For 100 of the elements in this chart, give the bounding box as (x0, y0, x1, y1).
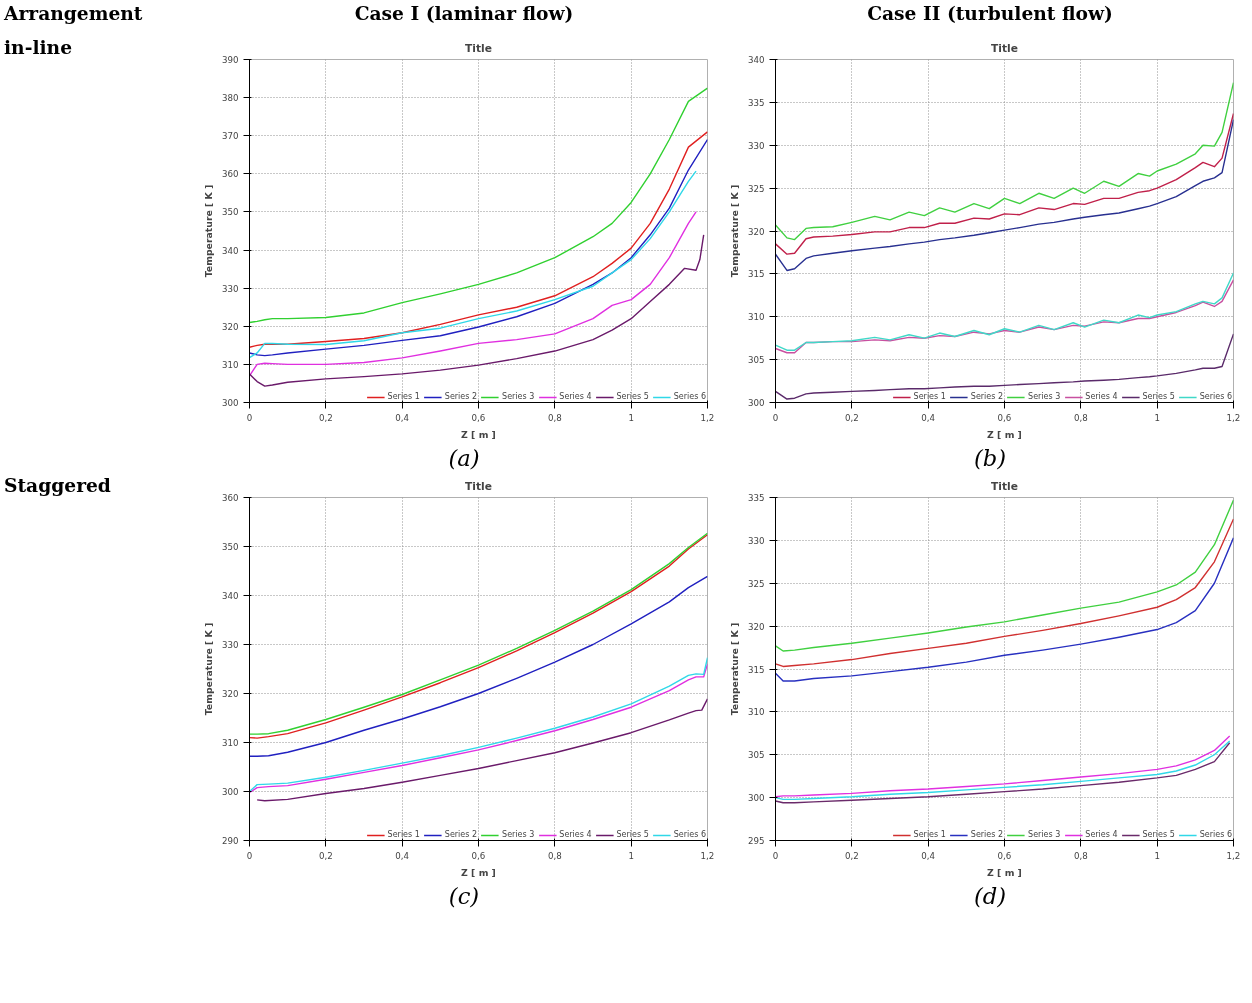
x-tick-label: 0 (246, 412, 253, 423)
legend-label: Series 4 (559, 392, 592, 401)
text: Arrangement (4, 1, 143, 26)
x-axis-title: Z [ m ] (987, 428, 1022, 440)
x-tick-label: 1,2 (700, 412, 715, 423)
x-tick-label: 0,6 (997, 850, 1012, 861)
x-axis-title: Z [ m ] (461, 428, 496, 440)
legend-label: Series 2 (444, 392, 478, 401)
y-tick-label: 335 (747, 97, 765, 108)
line-series (249, 170, 697, 359)
y-tick-label: 360 (221, 169, 239, 180)
y-tick-label: 380 (221, 93, 239, 104)
y-axis-title: Temperature [ K ] (202, 184, 214, 278)
line-series (249, 575, 708, 757)
legend-label: Series 5 (1142, 392, 1175, 401)
y-tick-label: 325 (747, 578, 765, 589)
y-tick-label: 370 (221, 131, 239, 142)
line-series (775, 499, 1234, 652)
y-tick-label: 330 (221, 640, 239, 650)
y-axis-title: Temperature [ K ] (202, 622, 214, 716)
legend-label: Series 6 (673, 830, 706, 839)
y-tick-label: 295 (747, 836, 765, 846)
legend-label: Series 3 (1028, 830, 1061, 839)
y-tick-label: 330 (221, 283, 239, 294)
x-tick-label: 0,6 (997, 412, 1012, 423)
y-tick-label: 330 (747, 140, 765, 151)
y-tick-label: 310 (747, 312, 765, 323)
y-tick-label: 315 (747, 664, 765, 675)
line-series (775, 81, 1234, 241)
text: (b) (973, 444, 1007, 473)
y-tick-label: 320 (221, 321, 239, 332)
legend-label: Series 4 (559, 830, 592, 839)
text: Case I (laminar flow) (354, 1, 574, 26)
x-tick-label: 0,4 (921, 412, 936, 423)
y-tick-label: 320 (221, 689, 239, 699)
x-tick-label: 0,8 (547, 850, 562, 861)
y-tick-label: 340 (221, 591, 239, 601)
x-tick-label: 0,2 (844, 850, 859, 861)
y-tick-label: 310 (221, 738, 239, 748)
x-tick-label: 1,2 (1226, 850, 1241, 861)
text: (c) (448, 882, 480, 911)
legend-label: Series 4 (1085, 392, 1118, 401)
chart-title: Title (991, 41, 1018, 55)
line-series (775, 518, 1234, 668)
legend-label: Series 2 (444, 830, 478, 839)
x-tick-label: 0 (772, 850, 779, 861)
x-tick-label: 1 (628, 850, 634, 861)
x-tick-label: 0,2 (318, 412, 333, 423)
legend-label: Series 1 (913, 830, 946, 839)
y-tick-label: 335 (747, 493, 765, 503)
x-axis-title: Z [ m ] (461, 866, 496, 878)
legend-label: Series 6 (1199, 830, 1232, 839)
y-tick-label: 350 (221, 207, 239, 218)
legend-label: Series 2 (970, 392, 1004, 401)
text: in-line (4, 35, 73, 60)
y-tick-label: 360 (221, 493, 239, 503)
legend-label: Series 3 (502, 392, 535, 401)
y-tick-label: 320 (747, 621, 765, 632)
x-tick-label: 0,2 (318, 850, 333, 861)
legend-label: Series 1 (913, 392, 946, 401)
y-tick-label: 310 (221, 359, 239, 370)
legend-label: Series 1 (387, 392, 420, 401)
legend-label: Series 5 (616, 392, 649, 401)
y-tick-label: 310 (747, 707, 765, 718)
y-tick-label: 300 (747, 793, 765, 804)
chart-title: Title (991, 479, 1018, 493)
x-tick-label: 1 (1154, 850, 1160, 861)
x-tick-label: 0,4 (395, 412, 410, 423)
y-tick-label: 340 (747, 55, 765, 65)
x-tick-label: 0 (772, 412, 779, 423)
x-tick-label: 1,2 (1226, 412, 1241, 423)
legend-label: Series 6 (673, 392, 706, 401)
x-tick-label: 0,8 (547, 412, 562, 423)
line-series (249, 211, 697, 377)
y-tick-label: 320 (747, 226, 765, 237)
x-tick-label: 0,8 (1073, 412, 1088, 423)
legend-label: Series 5 (616, 830, 649, 839)
y-tick-label: 350 (221, 542, 239, 552)
y-tick-label: 325 (747, 183, 765, 194)
text: (d) (973, 882, 1007, 911)
y-tick-label: 340 (221, 245, 239, 256)
text: Staggered (4, 473, 111, 498)
x-tick-label: 1 (628, 412, 634, 423)
legend-label: Series 4 (1085, 830, 1118, 839)
legend-label: Series 3 (1028, 392, 1061, 401)
x-tick-label: 0,6 (471, 850, 486, 861)
legend-label: Series 3 (502, 830, 535, 839)
x-tick-label: 1 (1154, 412, 1160, 423)
y-tick-label: 330 (747, 535, 765, 546)
y-tick-label: 305 (747, 750, 765, 761)
y-tick-label: 290 (221, 836, 239, 846)
chart-title: Title (465, 479, 492, 493)
chart-title: Title (465, 41, 492, 55)
line-series (256, 698, 708, 802)
text: Case II (turbulent flow) (867, 1, 1113, 26)
x-tick-label: 0,8 (1073, 850, 1088, 861)
x-axis-title: Z [ m ] (987, 866, 1022, 878)
x-tick-label: 0,4 (395, 850, 410, 861)
y-tick-label: 390 (221, 55, 239, 65)
x-tick-label: 1,2 (700, 850, 715, 861)
